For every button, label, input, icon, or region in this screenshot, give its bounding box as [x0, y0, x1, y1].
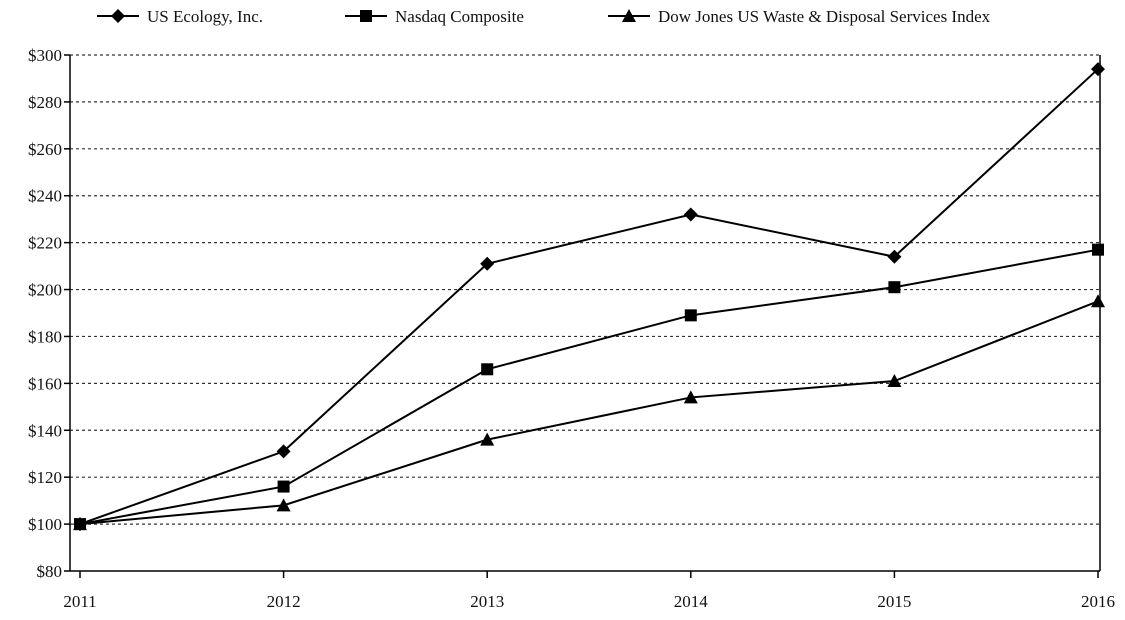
square-marker — [888, 281, 901, 294]
square-marker — [277, 480, 290, 493]
legend: US Ecology, Inc. Nasdaq Composite Dow Jone… — [97, 7, 991, 26]
y-tick-label: $100 — [28, 515, 62, 534]
square-marker — [684, 309, 697, 322]
y-tick-label: $80 — [37, 562, 63, 581]
axes — [69, 55, 1101, 572]
series-us-ecology-inc — [73, 62, 1105, 532]
y-tick-label: $220 — [28, 234, 62, 253]
y-tick-label: $240 — [28, 187, 62, 206]
x-tick-label: 2015 — [877, 592, 911, 611]
legend-item-nasdaq-composite: Nasdaq Composite — [345, 7, 524, 26]
y-tick-label: $160 — [28, 374, 62, 393]
y-axis-ticks: $80 $100 $120 $140 $160 $180 $200 $220 $240 $260 $… — [28, 46, 70, 581]
legend-diamond-marker — [111, 9, 125, 23]
x-axis-ticks: 2011 2012 2013 2014 2015 2016 — [63, 571, 1115, 611]
series-group — [73, 62, 1105, 532]
triangle-marker — [276, 498, 291, 512]
y-tick-label: $180 — [28, 327, 62, 346]
legend-item-dow-jones-us-waste-disposal-services-index: Dow Jones US Waste & Disposal Services I… — [608, 7, 991, 26]
x-tick-label: 2011 — [63, 592, 96, 611]
triangle-marker — [887, 374, 902, 388]
y-tick-label: $200 — [28, 281, 62, 300]
triangle-marker — [1091, 294, 1105, 308]
triangle-marker — [73, 517, 87, 531]
y-tick-label: $260 — [28, 140, 62, 159]
triangle-marker — [480, 432, 495, 446]
legend-item-us-ecology-inc: US Ecology, Inc. — [97, 7, 263, 26]
series-nasdaq-composite — [74, 243, 1104, 531]
diamond-marker — [276, 444, 291, 459]
legend-triangle-marker — [622, 9, 636, 22]
y-tick-label: $140 — [28, 421, 62, 440]
legend-label: US Ecology, Inc. — [147, 7, 263, 26]
diamond-marker — [887, 249, 902, 264]
legend-label: Nasdaq Composite — [395, 7, 524, 26]
gridlines — [70, 54, 1100, 525]
y-tick-label: $280 — [28, 93, 62, 112]
x-tick-label: 2016 — [1081, 592, 1115, 611]
x-tick-label: 2012 — [267, 592, 301, 611]
x-tick-label: 2013 — [470, 592, 504, 611]
series-dow-jones-us-waste-disposal-services-index — [73, 294, 1105, 531]
legend-label: Dow Jones US Waste & Disposal Services I… — [658, 7, 991, 26]
diamond-marker — [480, 256, 495, 271]
square-marker — [1092, 243, 1104, 256]
x-tick-label: 2014 — [674, 592, 709, 611]
triangle-marker — [683, 390, 698, 404]
legend-square-marker — [360, 10, 372, 22]
y-tick-label: $120 — [28, 468, 62, 487]
y-tick-label: $300 — [28, 46, 62, 65]
series-line — [79, 300, 1099, 526]
series-line — [79, 68, 1099, 526]
diamond-marker — [1091, 62, 1105, 77]
square-marker — [481, 363, 494, 376]
series-line — [79, 248, 1099, 526]
diamond-marker — [683, 207, 698, 222]
